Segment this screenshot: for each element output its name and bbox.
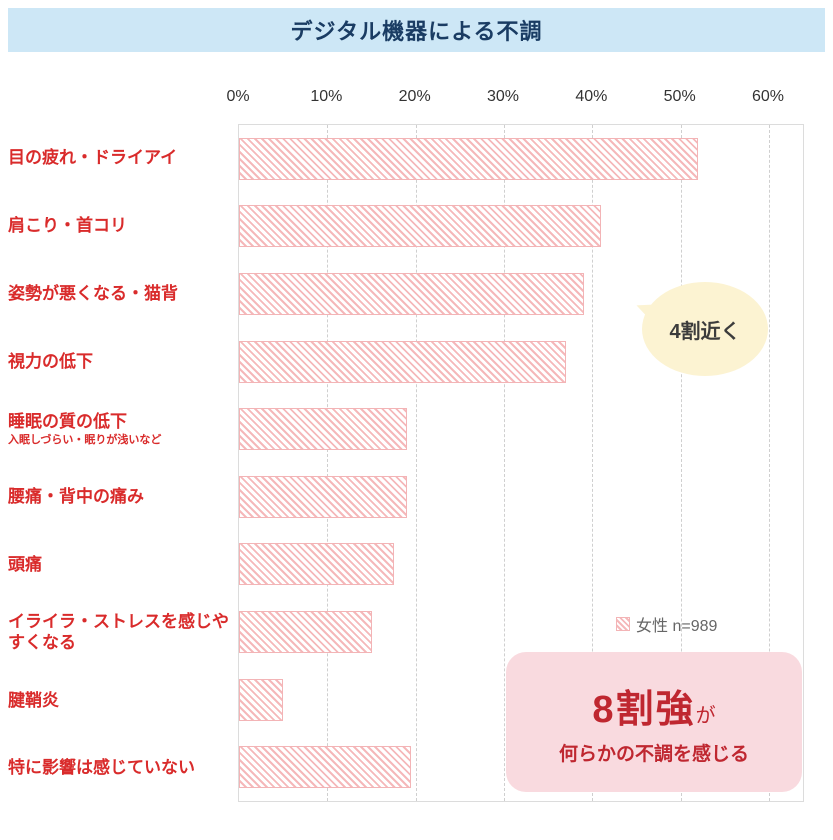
category-label-text: 特に影響は感じていない [8, 758, 195, 778]
highlight-box: 8割強 が 何らかの不調を感じる [506, 652, 802, 792]
bar-row [239, 733, 803, 801]
category-label: 視力の低下 [8, 327, 234, 395]
category-label: イライラ・ストレスを感じやすくなる [8, 599, 234, 667]
chart-title: デジタル機器による不調 [290, 19, 543, 44]
bar-row [239, 666, 803, 734]
bar [239, 137, 699, 180]
bar [239, 678, 284, 721]
legend-label: 女性 n=989 [636, 618, 718, 635]
bar [239, 205, 602, 248]
category-label-text: 腱鞘炎 [8, 690, 59, 710]
category-labels: 目の疲れ・ドライアイ 肩こり・首コリ姿勢が悪くなる・猫背 視力の低下睡眠の質の低下入… [8, 124, 234, 802]
highlight-line1: 8割強 が [592, 678, 715, 733]
gridline [327, 125, 329, 801]
gridline [504, 125, 505, 801]
category-label: 目の疲れ・ドライアイ [8, 124, 234, 192]
gridline [592, 125, 594, 801]
x-axis: 0% 10% 20% 30% 40% 50% 60% [226, 88, 804, 112]
category-label-text: 睡眠の質の低下 [8, 411, 127, 431]
gridline [769, 125, 770, 801]
x-tick-label: 40% [575, 88, 608, 105]
legend-swatch-icon [616, 617, 630, 631]
gridline [680, 125, 682, 801]
bubble-text: 4割近く [669, 320, 741, 343]
x-tick-label: 20% [398, 88, 431, 105]
highlight-big-text: 8割強 [592, 689, 696, 731]
bar-row [239, 463, 803, 531]
bar [239, 272, 584, 315]
highlight-suffix-text: が [695, 705, 716, 727]
bar [239, 746, 412, 789]
category-label-text: 肩こり・首コリ [8, 216, 127, 236]
category-label: 姿勢が悪くなる・猫背 [8, 260, 234, 328]
category-label: 特に影響は感じていない [8, 734, 234, 802]
bar-row [239, 260, 803, 328]
bar-row [239, 531, 803, 599]
category-sublabel-text: 入眠しづらい・眠りが浅いなど [8, 434, 162, 447]
gridline [415, 125, 417, 801]
x-tick-label: 60% [751, 88, 785, 105]
category-label: 腱鞘炎 [8, 666, 234, 734]
x-tick-label: 30% [486, 88, 520, 105]
x-tick-label: 10% [310, 88, 343, 105]
bar-rows [239, 125, 803, 801]
bar-row [239, 598, 803, 666]
category-label: 睡眠の質の低下入眠しづらい・眠りが浅いなど [8, 395, 234, 463]
bar [239, 543, 394, 586]
legend: 女性 n=989 [616, 612, 717, 636]
category-label: 腰痛・背中の痛み [8, 463, 234, 531]
category-label-text: 目の疲れ・ドライアイ [8, 148, 178, 168]
category-label-text: 視力の低下 [8, 351, 93, 371]
category-label-text: 姿勢が悪くなる・猫背 [8, 283, 178, 303]
bar-row [239, 328, 803, 396]
gridlines [239, 125, 803, 801]
bar-row [239, 193, 803, 261]
bar [239, 475, 407, 518]
category-label-text: 腰痛・背中の痛み [8, 487, 144, 507]
bar [239, 408, 407, 451]
bar-row [239, 125, 803, 193]
category-label: 肩こり・首コリ [8, 192, 234, 260]
x-tick-label: 50% [663, 88, 696, 105]
chart-title-banner: デジタル機器による不調 [8, 8, 825, 52]
category-label: 頭痛 [8, 531, 234, 599]
highlight-line2-text: 何らかの不調を感じる [558, 744, 749, 765]
x-tick-label: 0% [226, 88, 250, 105]
category-label-text: イライラ・ストレスを感じやすくなる [8, 612, 229, 653]
bar [239, 610, 372, 653]
category-label-text: 頭痛 [8, 555, 42, 575]
bar [239, 340, 566, 383]
bar-row [239, 395, 803, 463]
callout-bubble: 4割近く [620, 282, 768, 376]
